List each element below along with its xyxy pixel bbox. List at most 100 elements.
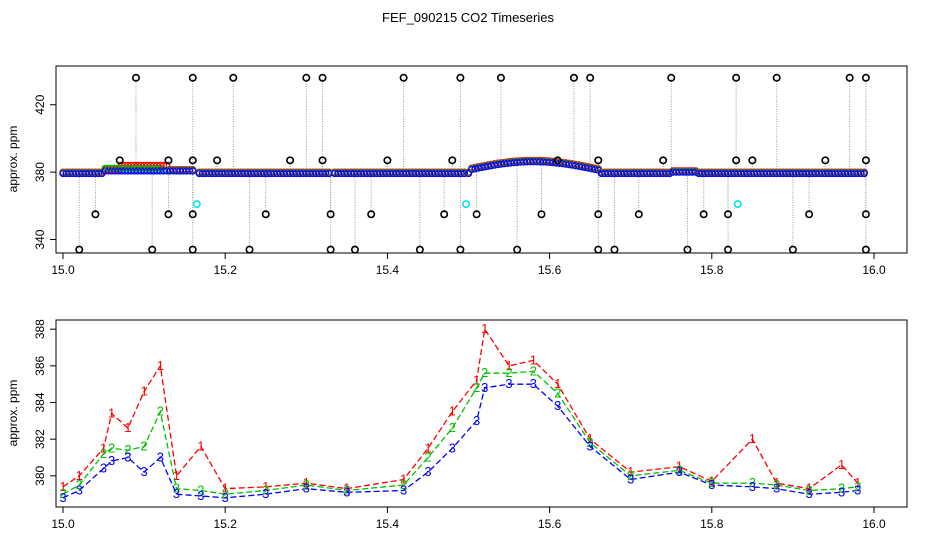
outlier-high-point — [399, 73, 408, 82]
series-1-point-label: 1 — [773, 475, 780, 490]
series-3-point-label: 3 — [76, 483, 83, 498]
top-y-axis-label: approx. ppm — [6, 126, 20, 193]
outlier-high-point — [861, 73, 870, 82]
series-1-point-label: 1 — [173, 468, 180, 483]
outlier-mid-low-point — [440, 210, 449, 219]
series-3-point-label: 3 — [262, 486, 269, 501]
series-2-point-label: 2 — [262, 483, 269, 498]
outlier-low-point — [610, 245, 619, 254]
outlier-mid-high-point — [821, 156, 830, 165]
series-3-point-label: 3 — [173, 486, 180, 501]
outlier-mid-low-point — [326, 210, 335, 219]
series-2-point-label: 2 — [473, 380, 480, 395]
series-1-point-label: 1 — [838, 457, 845, 472]
outlier-mid-high-point — [115, 156, 124, 165]
outlier-mid-low-point — [634, 210, 643, 219]
outlier-high-point — [456, 73, 465, 82]
series-1-point-label: 1 — [554, 376, 561, 391]
outlier-high-point — [496, 73, 505, 82]
outlier-high-point — [188, 73, 197, 82]
series-2-point-label: 2 — [343, 483, 350, 498]
series-1-point-label: 1 — [343, 481, 350, 496]
outlier-low-point — [245, 245, 254, 254]
series-2-point-label: 2 — [773, 477, 780, 492]
series-3-point-label: 3 — [59, 490, 66, 505]
y-tick-label: 382 — [33, 429, 47, 449]
series-2-point-label: 2 — [449, 420, 456, 435]
series-3-point — [189, 167, 197, 175]
outlier-mid-low-point — [261, 210, 270, 219]
series-1-point-label: 1 — [222, 481, 229, 496]
series-2-point-label: 2 — [424, 450, 431, 465]
flag-point — [733, 200, 742, 209]
series-3-point-label: 3 — [676, 464, 683, 479]
x-tick-label: 15.6 — [538, 263, 562, 277]
outlier-low-point — [456, 245, 465, 254]
series-2-point-label: 2 — [197, 483, 204, 498]
outlier-mid-low-point — [861, 210, 870, 219]
x-tick-label: 16.0 — [862, 517, 886, 531]
bottom-panel: approx. ppm 15.0 15.2 15.4 15.6 15.8 16.0 380… — [6, 319, 908, 531]
outlier-low-point — [724, 245, 733, 254]
series-2-point-label: 2 — [222, 486, 229, 501]
outlier-mid-low-point — [188, 210, 197, 219]
top-series-marks — [59, 73, 870, 254]
outlier-low-point — [326, 245, 335, 254]
x-tick-label: 15.4 — [376, 517, 400, 531]
series-3-point-label: 3 — [505, 376, 512, 391]
series-2-point-label: 2 — [303, 477, 310, 492]
series-2-point-label: 2 — [806, 483, 813, 498]
outlier-mid-high-point — [286, 156, 295, 165]
outlier-mid-high-point — [594, 156, 603, 165]
outlier-mid-high-point — [448, 156, 457, 165]
outlier-low-point — [513, 245, 522, 254]
outlier-mid-high-point — [861, 156, 870, 165]
series-3-point-label: 3 — [222, 490, 229, 505]
series-2-point-label: 2 — [59, 486, 66, 501]
outlier-mid-high-point — [318, 156, 327, 165]
outlier-high-point — [318, 73, 327, 82]
x-tick-label: 15.4 — [376, 263, 400, 277]
series-1-point-label: 1 — [708, 473, 715, 488]
outlier-high-point — [732, 73, 741, 82]
series-3-point-label: 3 — [749, 479, 756, 494]
series-2-point-label: 2 — [627, 468, 634, 483]
series-1-point-label: 1 — [676, 459, 683, 474]
outlier-low-point — [683, 245, 692, 254]
outlier-high-point — [569, 73, 578, 82]
outlier-mid-low-point — [699, 210, 708, 219]
outlier-high-point — [845, 73, 854, 82]
series-1-point-label: 1 — [262, 479, 269, 494]
series-3-point-label: 3 — [481, 380, 488, 395]
series-1-point-label: 1 — [59, 479, 66, 494]
outlier-mid-high-point — [748, 156, 757, 165]
series-2-point-label: 2 — [854, 479, 861, 494]
outlier-mid-high-point — [383, 156, 392, 165]
series-2-point-label: 2 — [481, 365, 488, 380]
series-3-point-label: 3 — [838, 484, 845, 499]
outlier-mid-high-point — [188, 156, 197, 165]
series-2-point-label: 2 — [749, 475, 756, 490]
top-x-axis: 15.0 15.2 15.4 15.6 15.8 16.0 — [51, 253, 886, 277]
series-3-point-label: 3 — [530, 376, 537, 391]
outlier-high-point — [586, 73, 595, 82]
bottom-plot-frame — [55, 319, 908, 508]
x-tick-label: 15.8 — [700, 517, 724, 531]
outlier-mid-high-point — [659, 156, 668, 165]
series-2-point-label: 2 — [140, 439, 147, 454]
series-1-point-label: 1 — [481, 321, 488, 336]
y-tick-label: 388 — [33, 319, 47, 339]
series-1-point-label: 1 — [424, 440, 431, 455]
series-1-point-label: 1 — [100, 440, 107, 455]
y-tick-label: 340 — [33, 229, 47, 249]
outlier-high-point — [131, 73, 140, 82]
series-1-point-label: 1 — [627, 464, 634, 479]
y-tick-label: 420 — [33, 94, 47, 114]
series-3-point-label: 3 — [554, 398, 561, 413]
outlier-high-point — [667, 73, 676, 82]
top-plot-frame — [55, 65, 908, 254]
series-2-line — [62, 370, 858, 495]
series-1-point-label: 1 — [854, 475, 861, 490]
series-2-point-label: 2 — [587, 435, 594, 450]
